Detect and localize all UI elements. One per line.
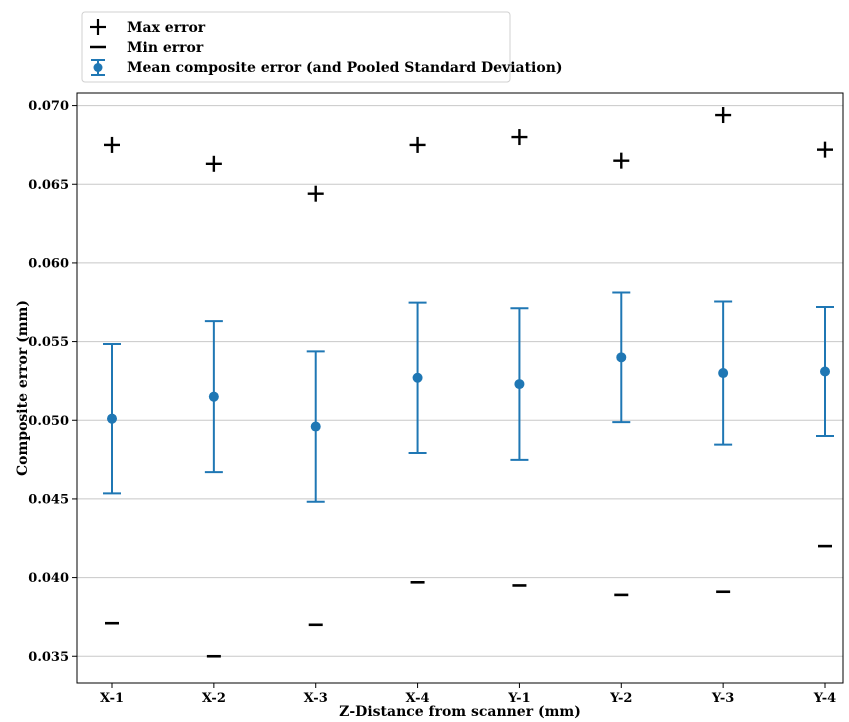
y-axis: 0.035 0.040 0.045 0.050 0.055 0.060 0.065 0.070 <box>28 99 77 665</box>
legend-marker-mean-error <box>91 59 105 76</box>
x-tick-label: Y-1 <box>507 691 530 706</box>
x-tick-label: X-3 <box>304 691 328 706</box>
y-tick-label: 0.060 <box>28 256 69 271</box>
y-tick-label: 0.070 <box>28 99 69 114</box>
legend-label-max-error: Max error <box>127 20 206 36</box>
legend: Max error Min error Mean composite error… <box>81 11 563 83</box>
y-tick-label: 0.065 <box>28 178 69 193</box>
legend-marker-max-error <box>90 19 106 35</box>
max-error-point <box>104 136 120 153</box>
plot-frame <box>76 92 844 684</box>
y-tick-label: 0.050 <box>28 414 69 429</box>
legend-label-mean-error: Mean composite error (and Pooled Standar… <box>127 60 563 76</box>
x-tick-label: Y-3 <box>711 691 734 706</box>
mean-error-point <box>408 301 427 454</box>
mean-marker <box>514 379 525 390</box>
y-tick-label: 0.055 <box>28 335 69 350</box>
mean-marker <box>412 372 423 383</box>
x-tick-label: Y-2 <box>609 691 632 706</box>
mean-error-point <box>510 307 529 461</box>
max-error-point <box>715 107 732 124</box>
x-tick-label: X-4 <box>406 691 430 706</box>
y-tick-label: 0.035 <box>28 650 69 665</box>
x-tick-label: Y-4 <box>813 691 836 706</box>
mean-error-point <box>816 305 834 437</box>
mean-marker <box>616 352 627 363</box>
max-error-point <box>307 185 324 202</box>
max-error-point <box>409 136 426 153</box>
mean-error-point <box>204 320 223 474</box>
y-axis-label: Composite error (mm) <box>15 300 31 476</box>
legend-frame <box>81 11 511 83</box>
mean-error-point <box>714 300 733 446</box>
mean-marker <box>310 421 321 432</box>
max-error-point <box>817 141 833 158</box>
mean-error-point <box>612 291 631 424</box>
max-error-point <box>511 129 528 146</box>
legend-label-min-error: Min error <box>127 40 204 56</box>
x-axis: X-1 X-2 X-3 X-4 Y-1 Y-2 Y-3 Y-4 <box>100 683 836 706</box>
mean-marker <box>820 366 830 377</box>
x-tick-label: X-1 <box>100 691 124 706</box>
data-marks <box>103 107 834 658</box>
mean-marker <box>208 391 219 402</box>
grid-lines <box>77 105 843 657</box>
mean-error-point <box>103 342 121 495</box>
x-axis-label: Z-Distance from scanner (mm) <box>339 704 581 720</box>
max-error-point <box>205 155 222 172</box>
mean-marker <box>107 413 117 424</box>
mean-marker <box>718 368 729 379</box>
mean-error-point <box>306 350 325 503</box>
max-error-point <box>613 152 630 169</box>
x-tick-label: X-2 <box>202 691 226 706</box>
y-tick-label: 0.040 <box>28 571 69 586</box>
y-tick-label: 0.045 <box>28 492 69 507</box>
